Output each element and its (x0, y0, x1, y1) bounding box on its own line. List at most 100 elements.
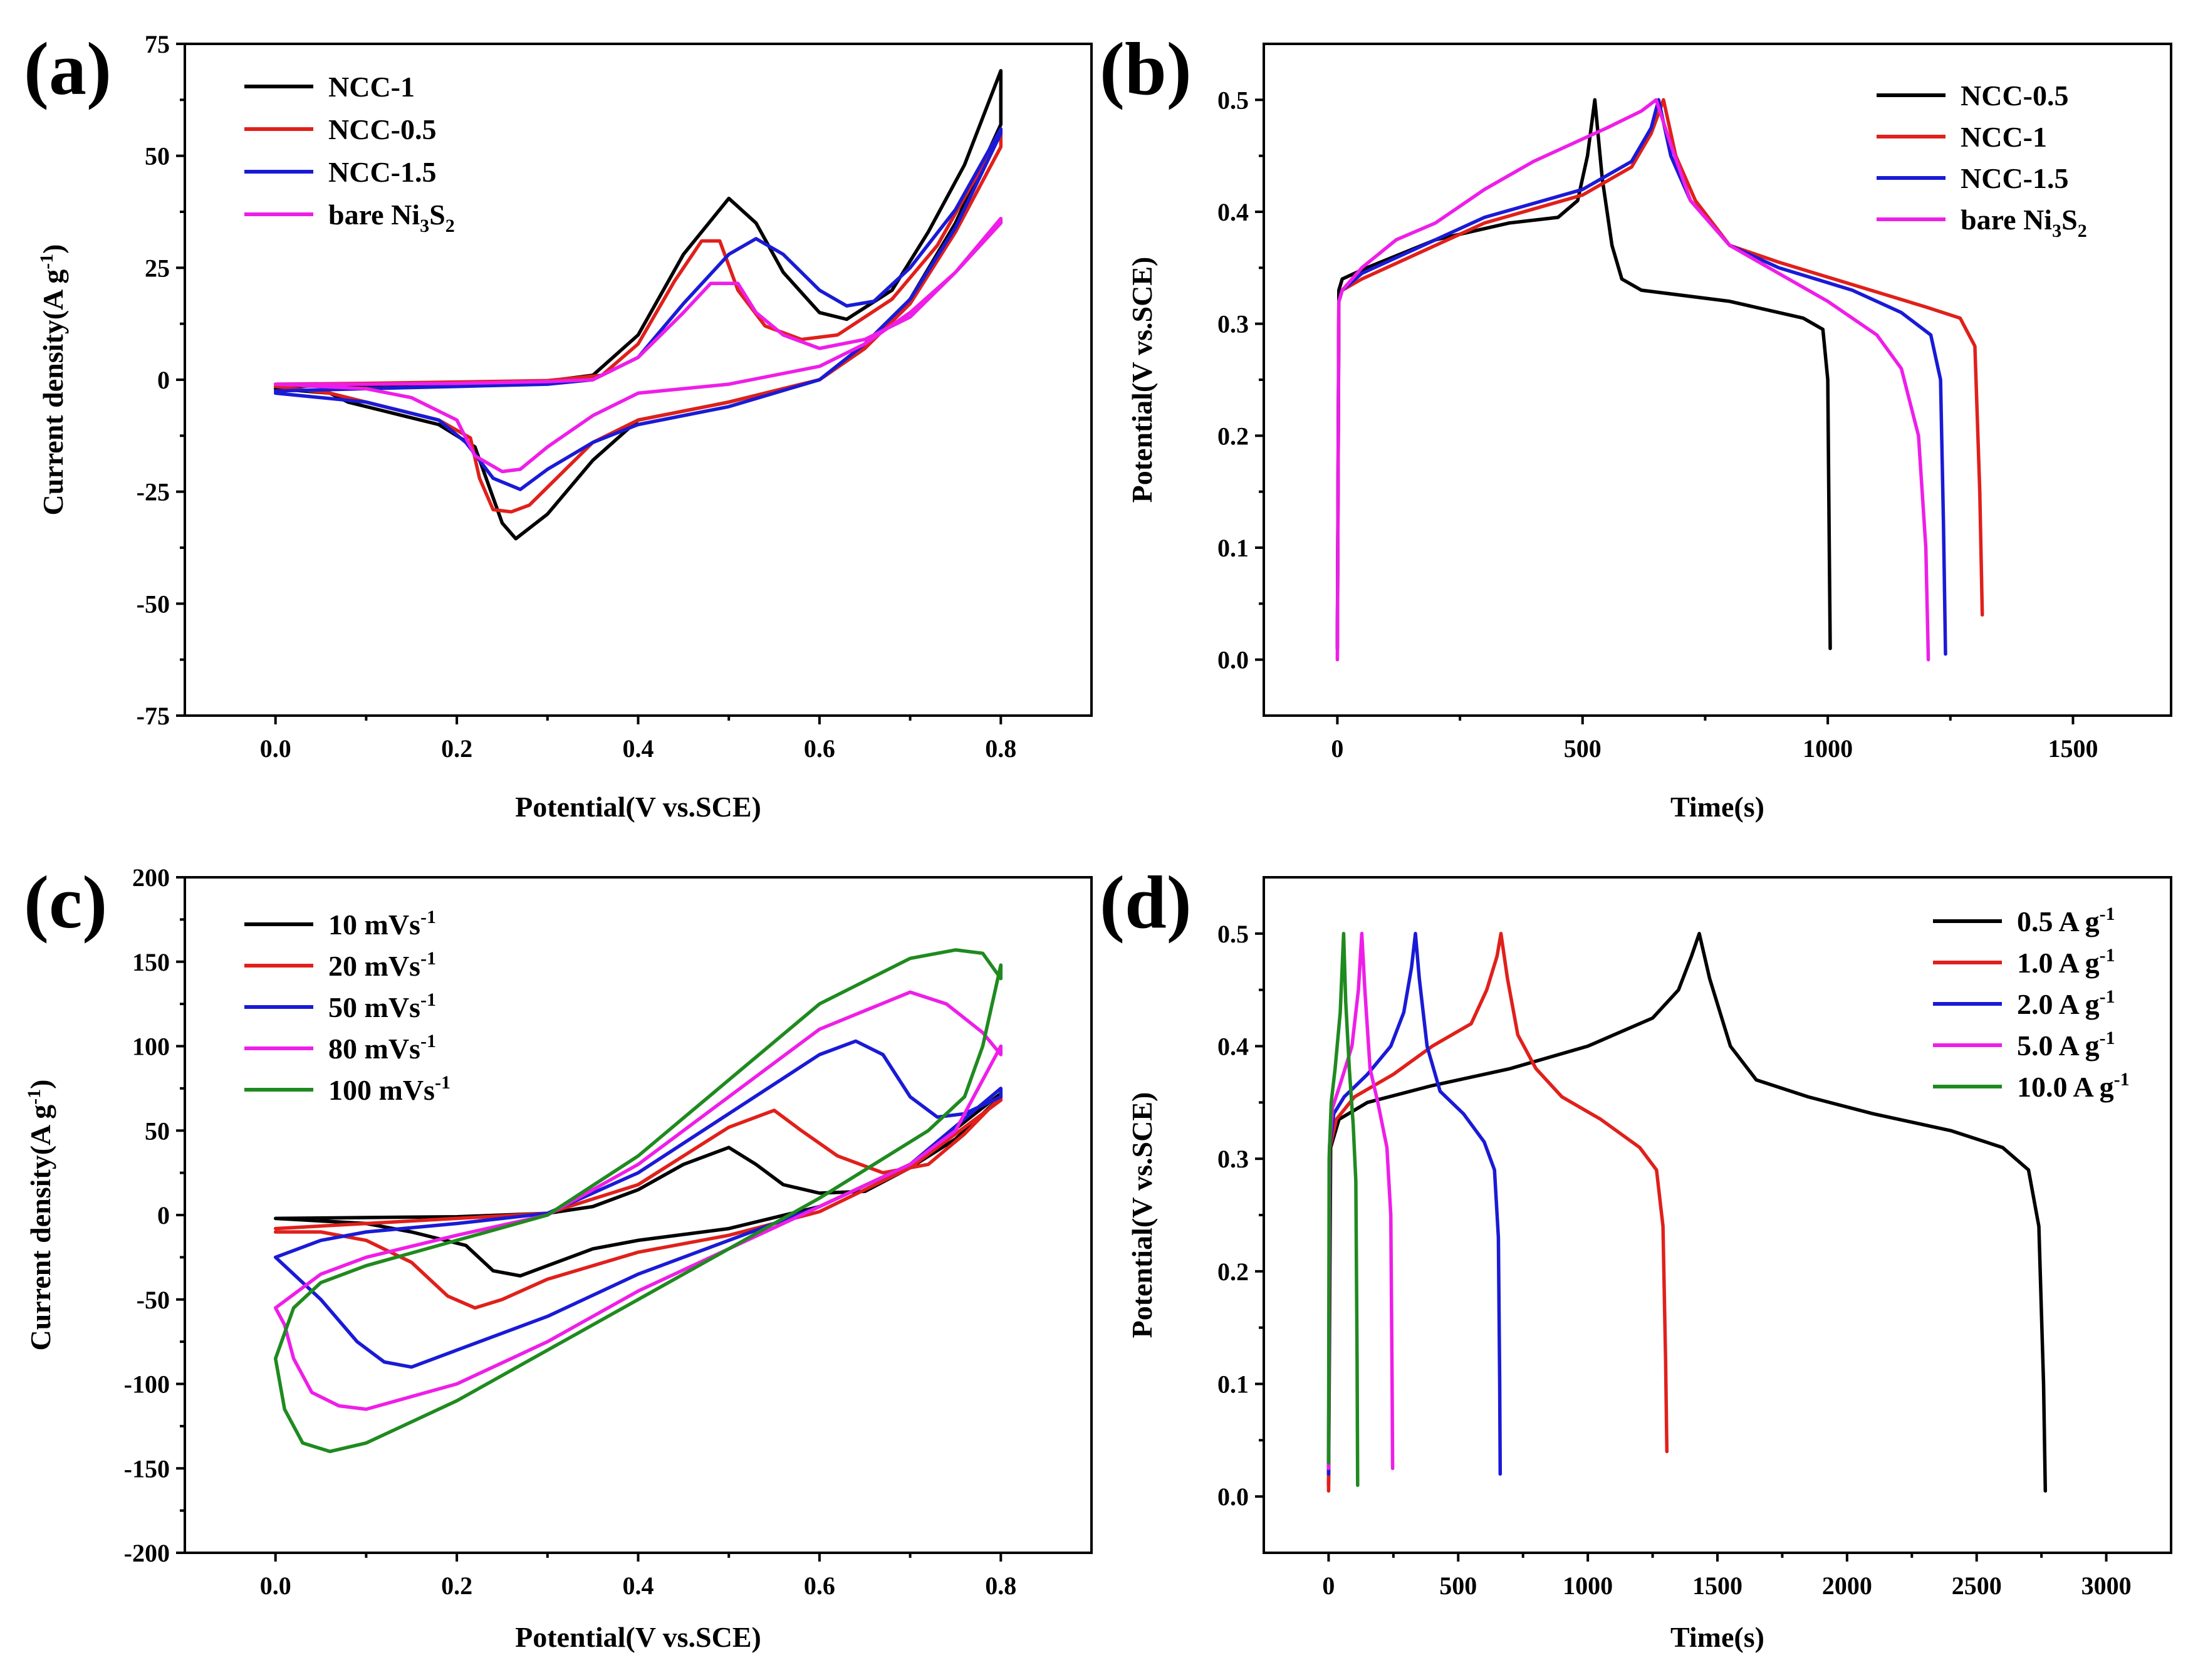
y-tick-label: -75 (137, 702, 170, 730)
x-tick-label: 0.8 (985, 734, 1016, 763)
x-tick-label: 2000 (1822, 1572, 1872, 1600)
x-tick-label: 0.0 (260, 734, 291, 763)
x-tick-label: 1000 (1563, 1572, 1613, 1600)
chart-panel-a: (a) 0.0 0.2 0.4 0.6 0.8 -75 -50 -25 0 25 50 75 Potent… (24, 27, 1093, 823)
x-axis-title: Potential(V vs.SCE) (515, 1621, 761, 1653)
x-tick-label: 0.2 (441, 1572, 472, 1600)
legend-label: 2.0 A g-1 (2017, 986, 2115, 1020)
legend-label: 10 mVs-1 (328, 907, 436, 941)
series-line-0 (273, 69, 1003, 541)
y-tick-label: 50 (145, 142, 170, 170)
y-tick-label: 0.0 (1217, 646, 1249, 674)
x-tick-label: 0.8 (985, 1572, 1016, 1600)
x-axis-title: Time(s) (1670, 791, 1764, 823)
chart-panel-c: (c) 0.0 0.2 0.4 0.6 0.8 -200 -150 -100 -50 0 50 100 1… (24, 860, 1093, 1653)
x-tick-label: 0.6 (804, 1572, 835, 1600)
y-axis-title: Current density(A g-1) (36, 244, 69, 515)
x-axis-title: Time(s) (1670, 1621, 1764, 1653)
legend-label: NCC-0.5 (328, 113, 436, 145)
y-tick-label: 0.2 (1217, 1258, 1249, 1286)
y-tick-label: -25 (137, 478, 170, 506)
y-tick-label: 75 (145, 30, 170, 58)
legend-label: 5.0 A g-1 (2017, 1028, 2115, 1062)
x-tick-label: 500 (1564, 734, 1602, 763)
y-tick-label: -200 (124, 1539, 170, 1567)
series-line-3 (1326, 932, 1395, 1471)
legend-label: NCC-0.5 (1961, 80, 2068, 112)
y-tick-label: 0.1 (1217, 1370, 1249, 1399)
y-tick-label: 100 (132, 1033, 170, 1061)
y-axis-title: Potential(V vs.SCE) (1126, 257, 1158, 503)
y-tick-label: 150 (132, 948, 170, 976)
y-tick-label: 0.1 (1217, 534, 1249, 562)
x-tick-label: 0.0 (260, 1572, 291, 1600)
plot-frame (184, 43, 1093, 717)
x-tick-label: 3000 (2081, 1572, 2132, 1600)
y-tick-label: 0 (157, 366, 170, 394)
series-line-3 (273, 216, 1003, 474)
x-tick-label: 0.4 (623, 1572, 654, 1600)
panel-label: (a) (24, 27, 112, 110)
series-line-3 (1335, 98, 1930, 662)
x-tick-label: 1500 (1692, 1572, 1742, 1600)
y-tick-label: -150 (124, 1454, 170, 1483)
y-tick-label: 200 (132, 863, 170, 892)
legend-label: 100 mVs-1 (328, 1072, 451, 1106)
legend-label: NCC-1.5 (328, 156, 436, 188)
legend-label: NCC-1 (328, 71, 415, 103)
x-tick-label: 0 (1322, 1572, 1335, 1600)
x-axis-title: Potential(V vs.SCE) (515, 791, 761, 823)
x-tick-label: 0.4 (623, 734, 654, 763)
series-line-1 (273, 1095, 1003, 1310)
legend-label: 10.0 A g-1 (2017, 1069, 2130, 1103)
y-tick-label: 0.3 (1217, 1145, 1249, 1173)
series-line-0 (1335, 98, 1832, 650)
y-tick-label: 0.2 (1217, 422, 1249, 450)
x-tick-label: 0.2 (441, 734, 472, 763)
legend-label: NCC-1.5 (1961, 162, 2068, 194)
panel-label: (c) (24, 860, 107, 944)
y-tick-label: -50 (137, 590, 170, 618)
legend-label: 20 mVs-1 (328, 948, 436, 982)
x-tick-label: 1500 (2048, 734, 2098, 763)
y-tick-label: 0.4 (1217, 198, 1249, 226)
series-line-1 (1326, 932, 1669, 1493)
legend-label: bare Ni3S2 (328, 199, 455, 236)
x-tick-label: 500 (1439, 1572, 1477, 1600)
y-axis-title: Current density(A g-1) (24, 1079, 56, 1350)
y-tick-label: 0.5 (1217, 920, 1249, 948)
series-line-4 (1326, 932, 1360, 1487)
y-tick-label: 50 (145, 1117, 170, 1145)
series-line-2 (1326, 932, 1503, 1476)
x-tick-label: 0 (1331, 734, 1343, 763)
plot-frame (184, 876, 1093, 1554)
y-axis-title: Potential(V vs.SCE) (1126, 1092, 1158, 1338)
panel-label: (d) (1100, 860, 1192, 944)
x-tick-label: 1000 (1803, 734, 1853, 763)
y-tick-label: 0.5 (1217, 86, 1249, 114)
chart-panel-b: (b) 0 500 1000 1500 0.0 0.1 0.2 0.3 0.4 0.5 Time(s)… (1100, 27, 2172, 823)
y-tick-label: -100 (124, 1370, 170, 1399)
legend-label: NCC-1 (1961, 121, 2047, 153)
x-tick-label: 2500 (1952, 1572, 2002, 1600)
y-tick-label: 0.0 (1217, 1483, 1249, 1511)
series-line-1 (273, 132, 1003, 514)
y-tick-label: -50 (137, 1286, 170, 1314)
series-line-2 (1335, 98, 1947, 656)
legend-label: 80 mVs-1 (328, 1031, 436, 1065)
panel-label: (b) (1100, 27, 1192, 110)
y-tick-label: 0 (157, 1201, 170, 1229)
series-line-1 (1335, 98, 1984, 650)
legend-label: bare Ni3S2 (1961, 204, 2087, 241)
chart-panel-d: (d) 0 500 1000 1500 2000 2500 3000 0.0 0.1 0.2 0.3 0… (1100, 860, 2172, 1653)
legend-label: 1.0 A g-1 (2017, 945, 2115, 979)
x-tick-label: 0.6 (804, 734, 835, 763)
y-tick-label: 25 (145, 254, 170, 282)
legend-label: 50 mVs-1 (328, 989, 436, 1023)
legend-label: 0.5 A g-1 (2017, 904, 2115, 937)
y-tick-label: 0.3 (1217, 310, 1249, 338)
y-tick-label: 0.4 (1217, 1033, 1249, 1061)
series-line-4 (273, 948, 1003, 1454)
series-line-0 (1326, 932, 2048, 1493)
